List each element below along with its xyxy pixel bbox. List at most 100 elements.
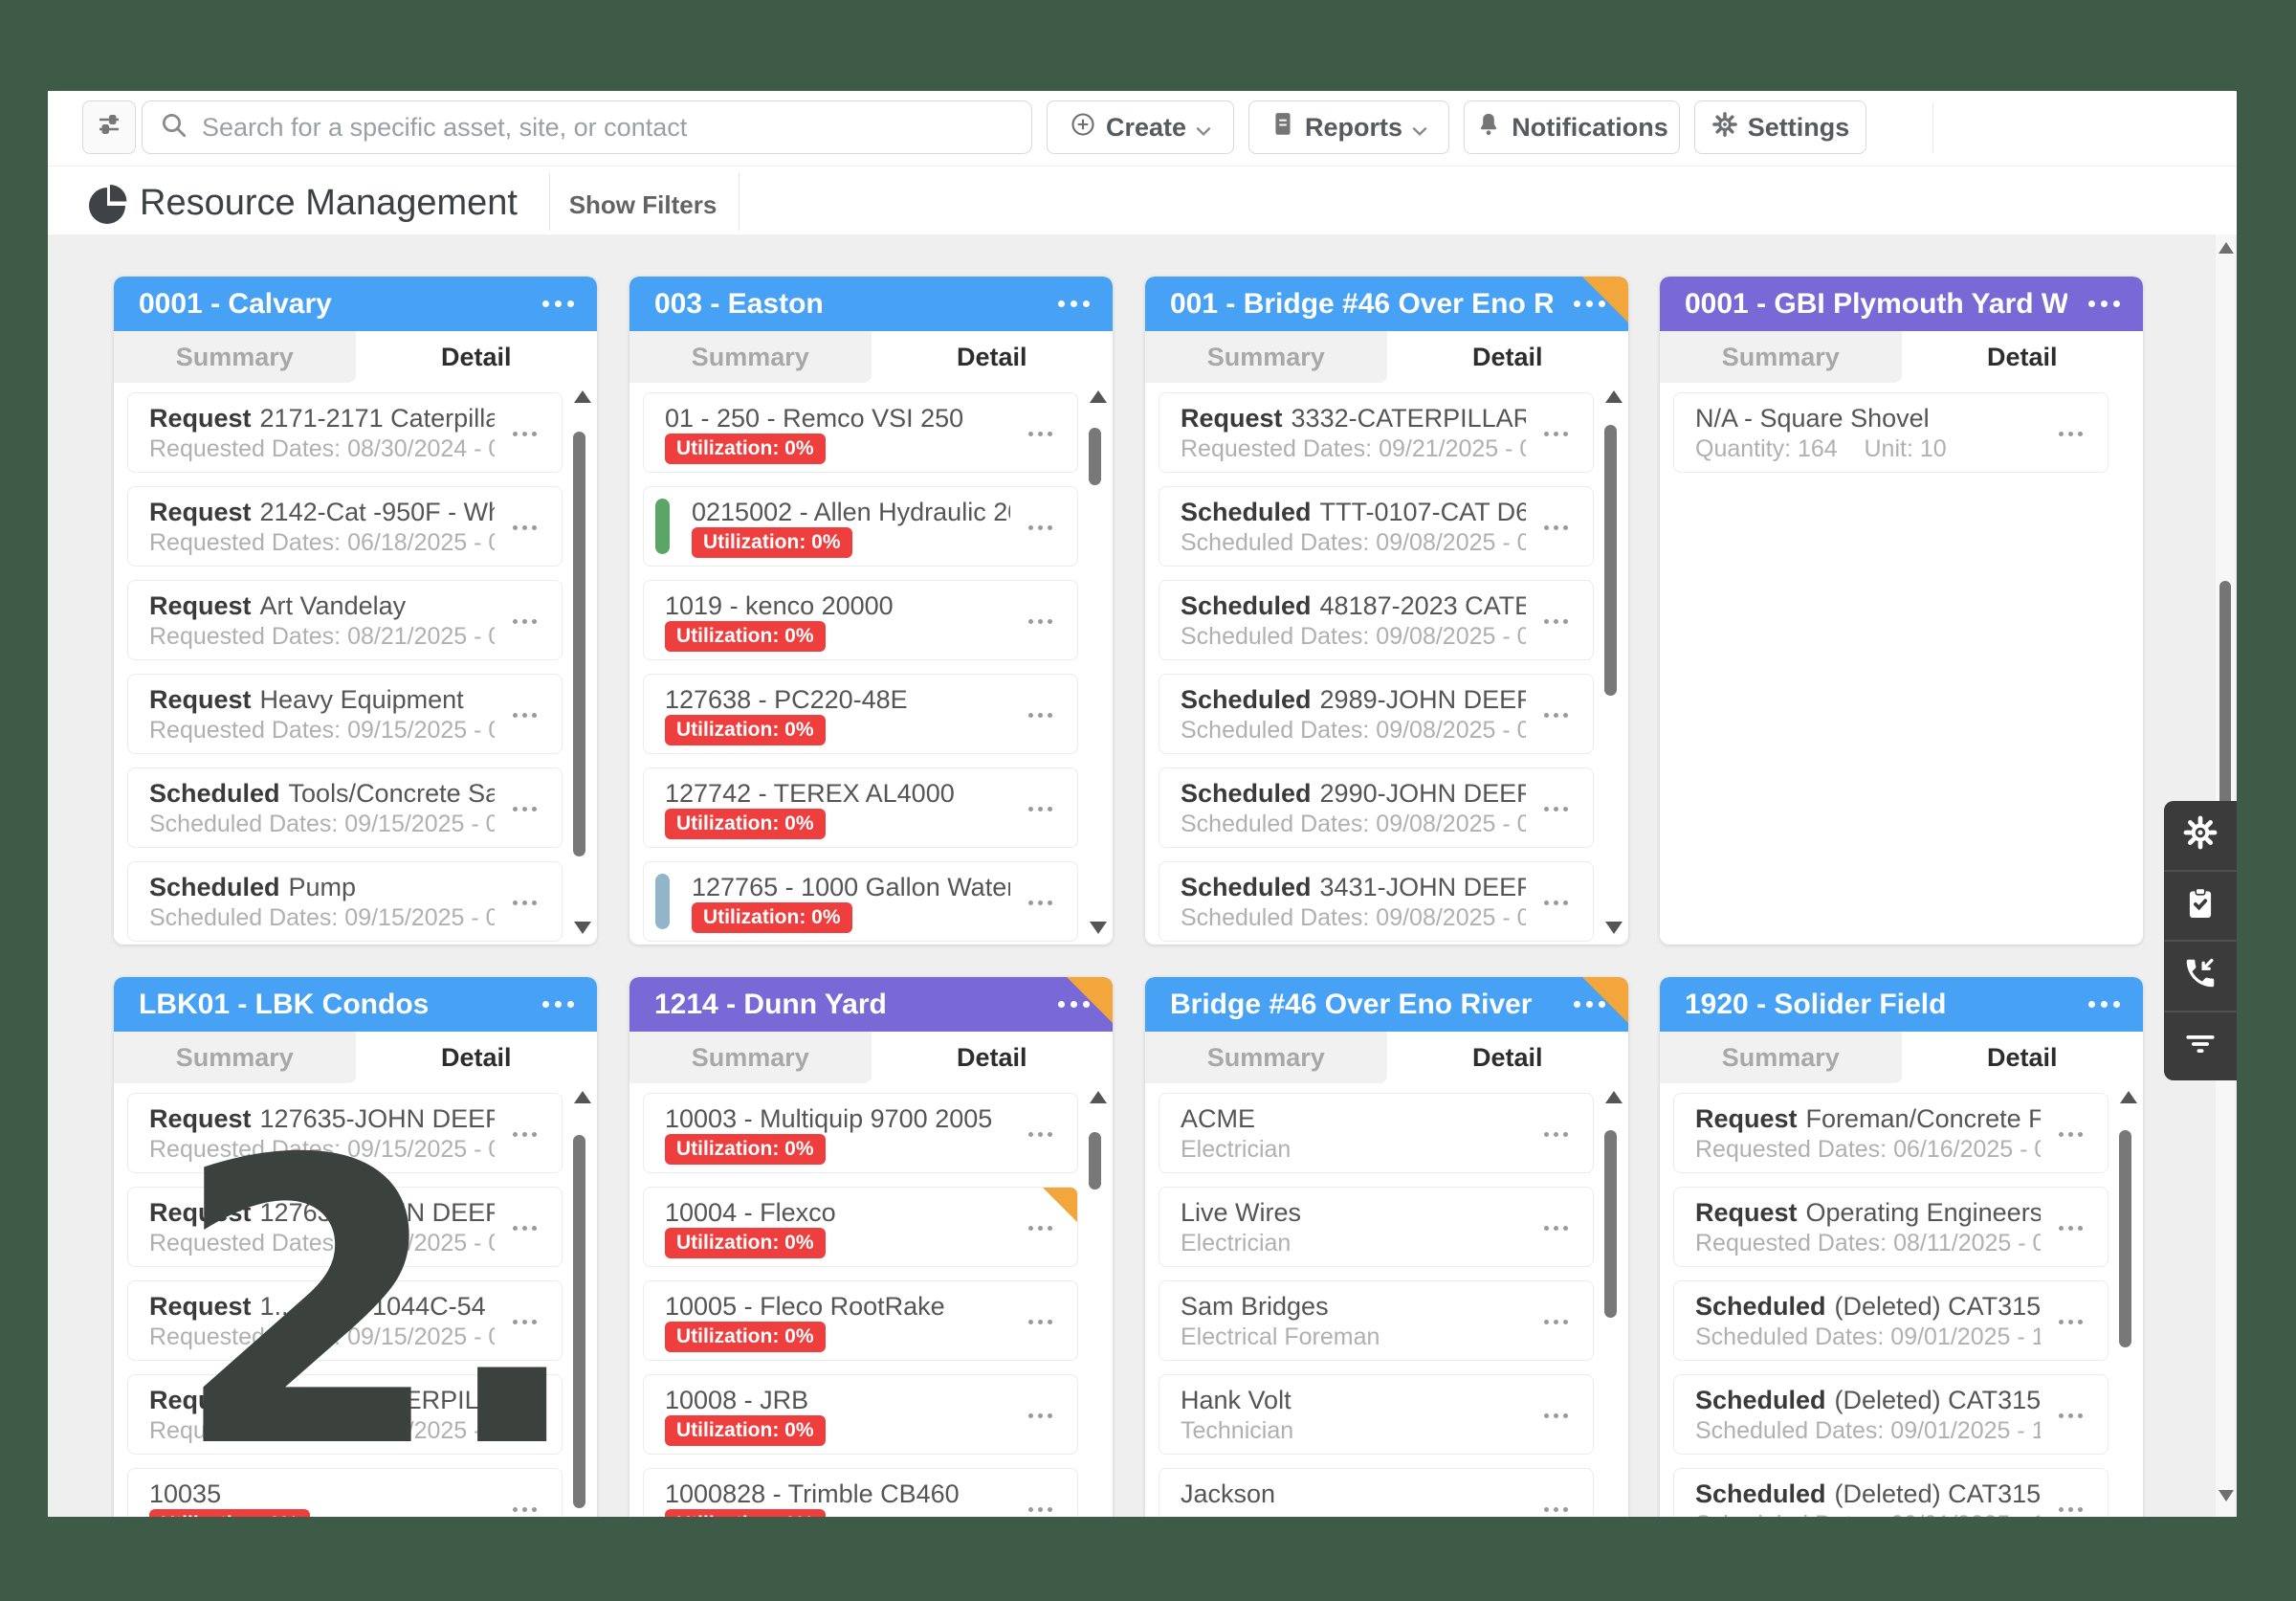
- item-menu-button[interactable]: [513, 619, 537, 624]
- tab-summary[interactable]: Summary: [629, 1032, 872, 1083]
- list-scroll-up-arrow[interactable]: [1090, 1091, 1107, 1103]
- notifications-button[interactable]: Notifications: [1464, 100, 1680, 154]
- tab-summary[interactable]: Summary: [114, 331, 356, 383]
- resource-item[interactable]: 10003 - Multiquip 9700 2005 Utilization: …: [643, 1093, 1078, 1173]
- tab-summary[interactable]: Summary: [629, 331, 872, 383]
- item-menu-button[interactable]: [1544, 619, 1568, 624]
- list-scrollbar-thumb[interactable]: [1604, 1130, 1617, 1318]
- list-scrollbar-thumb[interactable]: [1604, 425, 1617, 696]
- item-menu-button[interactable]: [2059, 1132, 2083, 1137]
- resource-item[interactable]: 10035Utilization: 0%: [127, 1468, 563, 1517]
- toolbar-settings-button[interactable]: [2164, 801, 2237, 872]
- item-menu-button[interactable]: [1028, 619, 1052, 624]
- list-scrollbar-thumb[interactable]: [2119, 1130, 2131, 1347]
- reports-button[interactable]: Reports: [1248, 100, 1449, 154]
- card-menu-button[interactable]: [1058, 1001, 1090, 1008]
- toolbar-filter-button[interactable]: [2164, 1012, 2237, 1081]
- tab-detail[interactable]: Detail: [1471, 343, 1543, 371]
- tab-detail[interactable]: Detail: [1986, 343, 2058, 371]
- tab-summary[interactable]: Summary: [1660, 331, 1902, 383]
- card-menu-button[interactable]: [542, 300, 574, 307]
- item-menu-button[interactable]: [1544, 525, 1568, 530]
- item-menu-button[interactable]: [1544, 1413, 1568, 1418]
- resource-item[interactable]: Scheduled(Deleted) CAT315-00...Scheduled…: [1673, 1374, 2108, 1455]
- tab-summary[interactable]: Summary: [1145, 1032, 1387, 1083]
- resource-item[interactable]: Live Wires Electrician: [1159, 1187, 1594, 1267]
- tab-detail[interactable]: Detail: [1471, 1043, 1543, 1072]
- list-scrollbar-thumb[interactable]: [1089, 428, 1101, 485]
- item-menu-button[interactable]: [1028, 901, 1052, 905]
- item-menu-button[interactable]: [1544, 901, 1568, 905]
- list-scroll-up-arrow[interactable]: [1605, 1091, 1623, 1103]
- resource-item[interactable]: Request 3332-CATERPILLAR M...Requested Da…: [1159, 392, 1594, 473]
- resource-item[interactable]: 1019 - kenco 20000 Utilization: 0%: [643, 580, 1078, 660]
- resource-item[interactable]: Request 1...-LULL 1044C-54 Requested Dates…: [127, 1280, 563, 1361]
- item-menu-button[interactable]: [1544, 713, 1568, 718]
- item-menu-button[interactable]: [1028, 713, 1052, 718]
- card-menu-button[interactable]: [2088, 1001, 2120, 1008]
- resource-item[interactable]: N/A - Square Shovel Quantity: 164 Unit: 1…: [1673, 392, 2108, 473]
- tab-detail[interactable]: Detail: [956, 1043, 1027, 1072]
- list-scrollbar-thumb[interactable]: [573, 432, 585, 856]
- search-options-button[interactable]: [82, 100, 136, 154]
- show-filters-tab[interactable]: Show Filters: [568, 190, 718, 219]
- resource-item[interactable]: 10004 - Flexco Utilization: 0%: [643, 1187, 1078, 1267]
- resource-item[interactable]: 10008 - JRB Utilization: 0%: [643, 1374, 1078, 1455]
- item-menu-button[interactable]: [1544, 807, 1568, 812]
- list-scroll-up-arrow[interactable]: [1090, 390, 1107, 403]
- item-menu-button[interactable]: [1028, 1132, 1052, 1137]
- card-menu-button[interactable]: [1574, 1001, 1605, 1008]
- create-button[interactable]: Create: [1047, 100, 1234, 154]
- item-menu-button[interactable]: [1544, 1320, 1568, 1324]
- item-menu-button[interactable]: [1028, 1507, 1052, 1512]
- tab-detail[interactable]: Detail: [440, 1043, 512, 1072]
- item-menu-button[interactable]: [513, 525, 537, 530]
- resource-item[interactable]: 01 - 250 - Remco VSI 250 Utilization: 0%: [643, 392, 1078, 473]
- card-menu-button[interactable]: [1574, 300, 1605, 307]
- resource-item[interactable]: Hank Volt Technician: [1159, 1374, 1594, 1455]
- item-menu-button[interactable]: [2059, 1413, 2083, 1418]
- list-scroll-up-arrow[interactable]: [2120, 1091, 2137, 1103]
- tab-summary[interactable]: Summary: [1660, 1032, 1902, 1083]
- item-menu-button[interactable]: [1544, 1226, 1568, 1231]
- item-menu-button[interactable]: [1544, 1507, 1568, 1512]
- list-scroll-down-arrow[interactable]: [1605, 922, 1623, 934]
- tab-summary[interactable]: Summary: [1145, 331, 1387, 383]
- list-scroll-up-arrow[interactable]: [574, 390, 591, 403]
- item-menu-button[interactable]: [1028, 1413, 1052, 1418]
- list-scrollbar-thumb[interactable]: [1089, 1132, 1101, 1190]
- card-menu-button[interactable]: [1058, 300, 1090, 307]
- settings-button[interactable]: Settings: [1694, 100, 1866, 154]
- item-menu-button[interactable]: [2059, 1226, 2083, 1231]
- resource-item[interactable]: ACME Electrician: [1159, 1093, 1594, 1173]
- item-menu-button[interactable]: [513, 1413, 537, 1418]
- resource-item[interactable]: 127638 - PC220-48E Utilization: 0%: [643, 674, 1078, 754]
- card-menu-button[interactable]: [2088, 300, 2120, 307]
- item-menu-button[interactable]: [513, 1507, 537, 1512]
- item-menu-button[interactable]: [2059, 1507, 2083, 1512]
- tab-detail[interactable]: Detail: [1986, 1043, 2058, 1072]
- tab-detail[interactable]: Detail: [956, 343, 1027, 371]
- resource-item[interactable]: Scheduled Tools/Concrete Saw Scheduled Dat…: [127, 767, 563, 848]
- resource-item[interactable]: Scheduled(Deleted) CAT315-00...Scheduled…: [1673, 1280, 2108, 1361]
- toolbar-phone-callback-button[interactable]: [2164, 942, 2237, 1012]
- resource-item[interactable]: Scheduled(Deleted) CAT315-00...Scheduled…: [1673, 1468, 2108, 1517]
- item-menu-button[interactable]: [513, 1226, 537, 1231]
- resource-item[interactable]: Request Art Vandelay Requested Dates: 08/2…: [127, 580, 563, 660]
- item-menu-button[interactable]: [513, 432, 537, 436]
- item-menu-button[interactable]: [1544, 1132, 1568, 1137]
- item-menu-button[interactable]: [1028, 1320, 1052, 1324]
- tab-summary[interactable]: Summary: [114, 1032, 356, 1083]
- scroll-up-arrow[interactable]: [2219, 242, 2234, 254]
- resource-item[interactable]: Sam Bridges Electrical Foreman: [1159, 1280, 1594, 1361]
- list-scroll-up-arrow[interactable]: [1605, 390, 1623, 403]
- card-menu-button[interactable]: [542, 1001, 574, 1008]
- resource-item[interactable]: 127742 - TEREX AL4000 Utilization: 0%: [643, 767, 1078, 848]
